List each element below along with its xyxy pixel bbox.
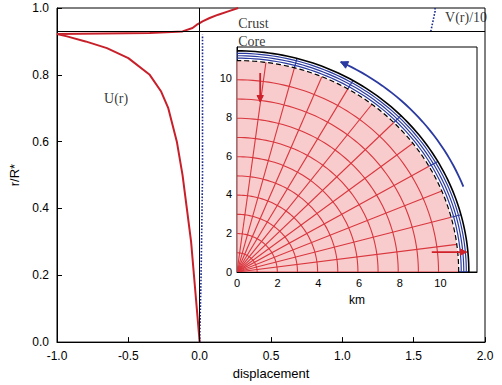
svg-text:Crust: Crust bbox=[238, 16, 268, 31]
svg-text:-1.0: -1.0 bbox=[47, 349, 68, 363]
svg-text:0.4: 0.4 bbox=[32, 201, 49, 215]
svg-text:4: 4 bbox=[315, 277, 321, 289]
svg-text:6: 6 bbox=[356, 277, 362, 289]
svg-text:displacement: displacement bbox=[233, 366, 310, 381]
svg-text:-0.5: -0.5 bbox=[118, 349, 139, 363]
svg-text:1.5: 1.5 bbox=[405, 349, 422, 363]
svg-text:2.0: 2.0 bbox=[477, 349, 494, 363]
svg-text:6: 6 bbox=[226, 150, 232, 162]
svg-text:0: 0 bbox=[226, 266, 232, 278]
svg-text:0.6: 0.6 bbox=[32, 135, 49, 149]
svg-text:8: 8 bbox=[226, 111, 232, 123]
svg-text:0.5: 0.5 bbox=[263, 349, 280, 363]
svg-text:km: km bbox=[349, 293, 365, 307]
svg-text:10: 10 bbox=[434, 277, 446, 289]
svg-text:V(r)/10: V(r)/10 bbox=[445, 10, 487, 26]
svg-text:0: 0 bbox=[234, 277, 240, 289]
svg-text:2: 2 bbox=[275, 277, 281, 289]
svg-text:0.0: 0.0 bbox=[32, 335, 49, 349]
svg-text:1.0: 1.0 bbox=[334, 349, 351, 363]
svg-text:10: 10 bbox=[220, 72, 232, 84]
svg-text:Core: Core bbox=[238, 34, 265, 49]
svg-text:0.8: 0.8 bbox=[32, 68, 49, 82]
svg-text:8: 8 bbox=[397, 277, 403, 289]
svg-text:U(r): U(r) bbox=[104, 91, 128, 107]
svg-text:r/R*: r/R* bbox=[7, 164, 22, 186]
svg-text:0.2: 0.2 bbox=[32, 268, 49, 282]
svg-text:1.0: 1.0 bbox=[32, 1, 49, 15]
svg-text:2: 2 bbox=[226, 227, 232, 239]
svg-text:0.0: 0.0 bbox=[191, 349, 208, 363]
svg-text:4: 4 bbox=[226, 188, 232, 200]
